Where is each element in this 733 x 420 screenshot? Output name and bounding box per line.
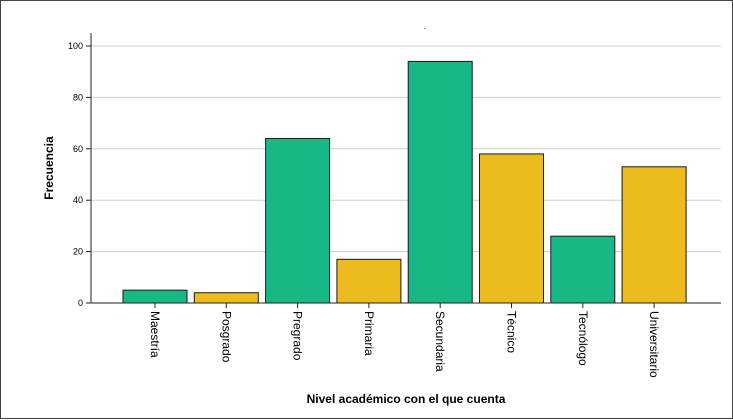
axes [90, 33, 721, 304]
bar [550, 235, 616, 304]
x-tick-label: Técnico [505, 311, 519, 353]
bar [336, 258, 402, 304]
y-tick-label: 60 [73, 144, 83, 154]
x-tick-label: Secundaria [433, 311, 447, 372]
bar [122, 289, 188, 304]
x-tick-label: Tecnólogo [576, 311, 590, 366]
bar [407, 60, 473, 304]
bar [193, 292, 259, 304]
gridlines [91, 45, 721, 253]
x-axis-title: Nivel académico con el que cuenta [307, 392, 506, 406]
y-axis-title: Frecuencia [42, 136, 56, 200]
x-tick-label: Universitario [647, 311, 661, 378]
y-tick-label: 0 [78, 298, 83, 308]
x-tick-label: Primaria [362, 311, 376, 356]
bar [265, 138, 331, 304]
y-tick-labels: 0 20 40 60 80 100 [68, 41, 91, 308]
x-tick-labels: Maestría Posgrado Pregrado Primaria Secundar… [148, 303, 661, 378]
y-tick-label: 20 [73, 247, 83, 257]
y-tick-label: 40 [73, 195, 83, 205]
y-tick-label: 80 [73, 92, 83, 102]
chart-title: . [424, 21, 427, 31]
bars [122, 60, 687, 304]
y-tick-label: 100 [68, 41, 83, 51]
bar [621, 166, 687, 304]
bar [479, 153, 544, 304]
x-tick-label: Pregrado [291, 311, 305, 361]
x-tick-label: Posgrado [219, 311, 233, 363]
x-tick-label: Maestría [148, 311, 162, 358]
